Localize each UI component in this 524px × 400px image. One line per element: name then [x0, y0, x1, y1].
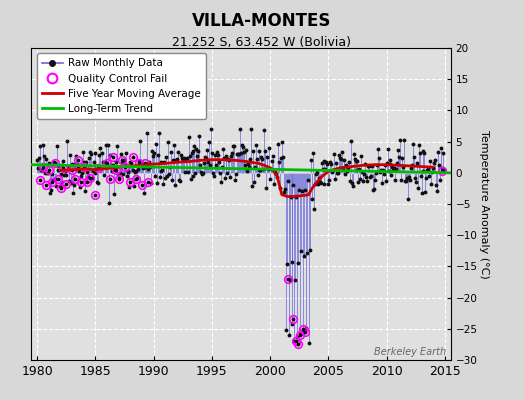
Y-axis label: Temperature Anomaly (°C): Temperature Anomaly (°C): [478, 130, 488, 278]
Legend: Raw Monthly Data, Quality Control Fail, Five Year Moving Average, Long-Term Tren: Raw Monthly Data, Quality Control Fail, …: [37, 53, 206, 119]
Text: 21.252 S, 63.452 W (Bolivia): 21.252 S, 63.452 W (Bolivia): [172, 36, 352, 49]
Text: VILLA-MONTES: VILLA-MONTES: [192, 12, 332, 30]
Text: Berkeley Earth: Berkeley Earth: [374, 347, 446, 357]
